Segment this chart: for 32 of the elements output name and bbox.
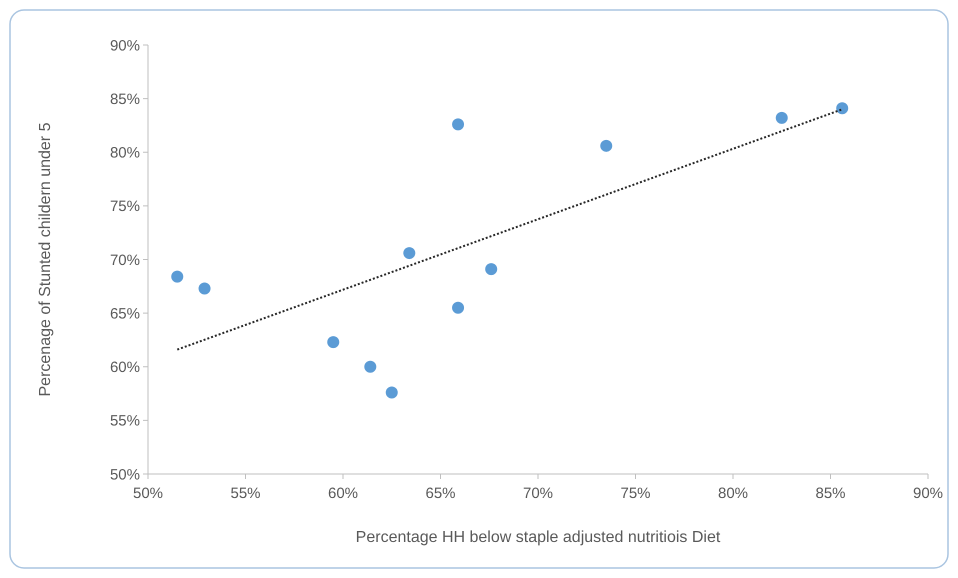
point <box>836 102 848 114</box>
x-tick-label: 75% <box>620 485 651 502</box>
y-axis-title: Percenage of Stunted childern under 5 <box>37 122 54 396</box>
x-tick-label: 55% <box>230 485 261 502</box>
y-tick-label: 75% <box>110 198 140 216</box>
point <box>403 247 416 260</box>
x-axis-title: Percentage HH below staple adjusted nutritiois Diet <box>356 529 721 546</box>
y-tick-label: 85% <box>110 90 140 108</box>
y-tick-label: 80% <box>110 144 140 162</box>
x-tick-label: 60% <box>328 485 358 502</box>
x-tick-label: 85% <box>815 485 846 502</box>
point <box>386 386 398 398</box>
point <box>600 140 612 152</box>
y-tick-label: 90% <box>110 37 140 54</box>
point <box>452 118 464 130</box>
point <box>327 336 340 348</box>
x-tick-label: 70% <box>522 485 554 502</box>
point <box>171 270 184 283</box>
point <box>198 282 211 294</box>
y-tick-label: 50% <box>110 466 140 484</box>
y-tick-label: 65% <box>110 305 140 322</box>
y-tick-label: 55% <box>110 412 140 430</box>
point <box>776 112 788 124</box>
y-tick-label: 60% <box>110 359 140 376</box>
x-tick-label: 80% <box>718 485 748 502</box>
x-tick-label: 65% <box>425 485 456 502</box>
point <box>364 360 376 373</box>
point <box>485 263 498 276</box>
point <box>452 302 464 314</box>
x-tick-label: 90% <box>912 485 944 502</box>
y-tick-label: 70% <box>110 252 140 269</box>
x-tick-label: 50% <box>132 485 164 502</box>
